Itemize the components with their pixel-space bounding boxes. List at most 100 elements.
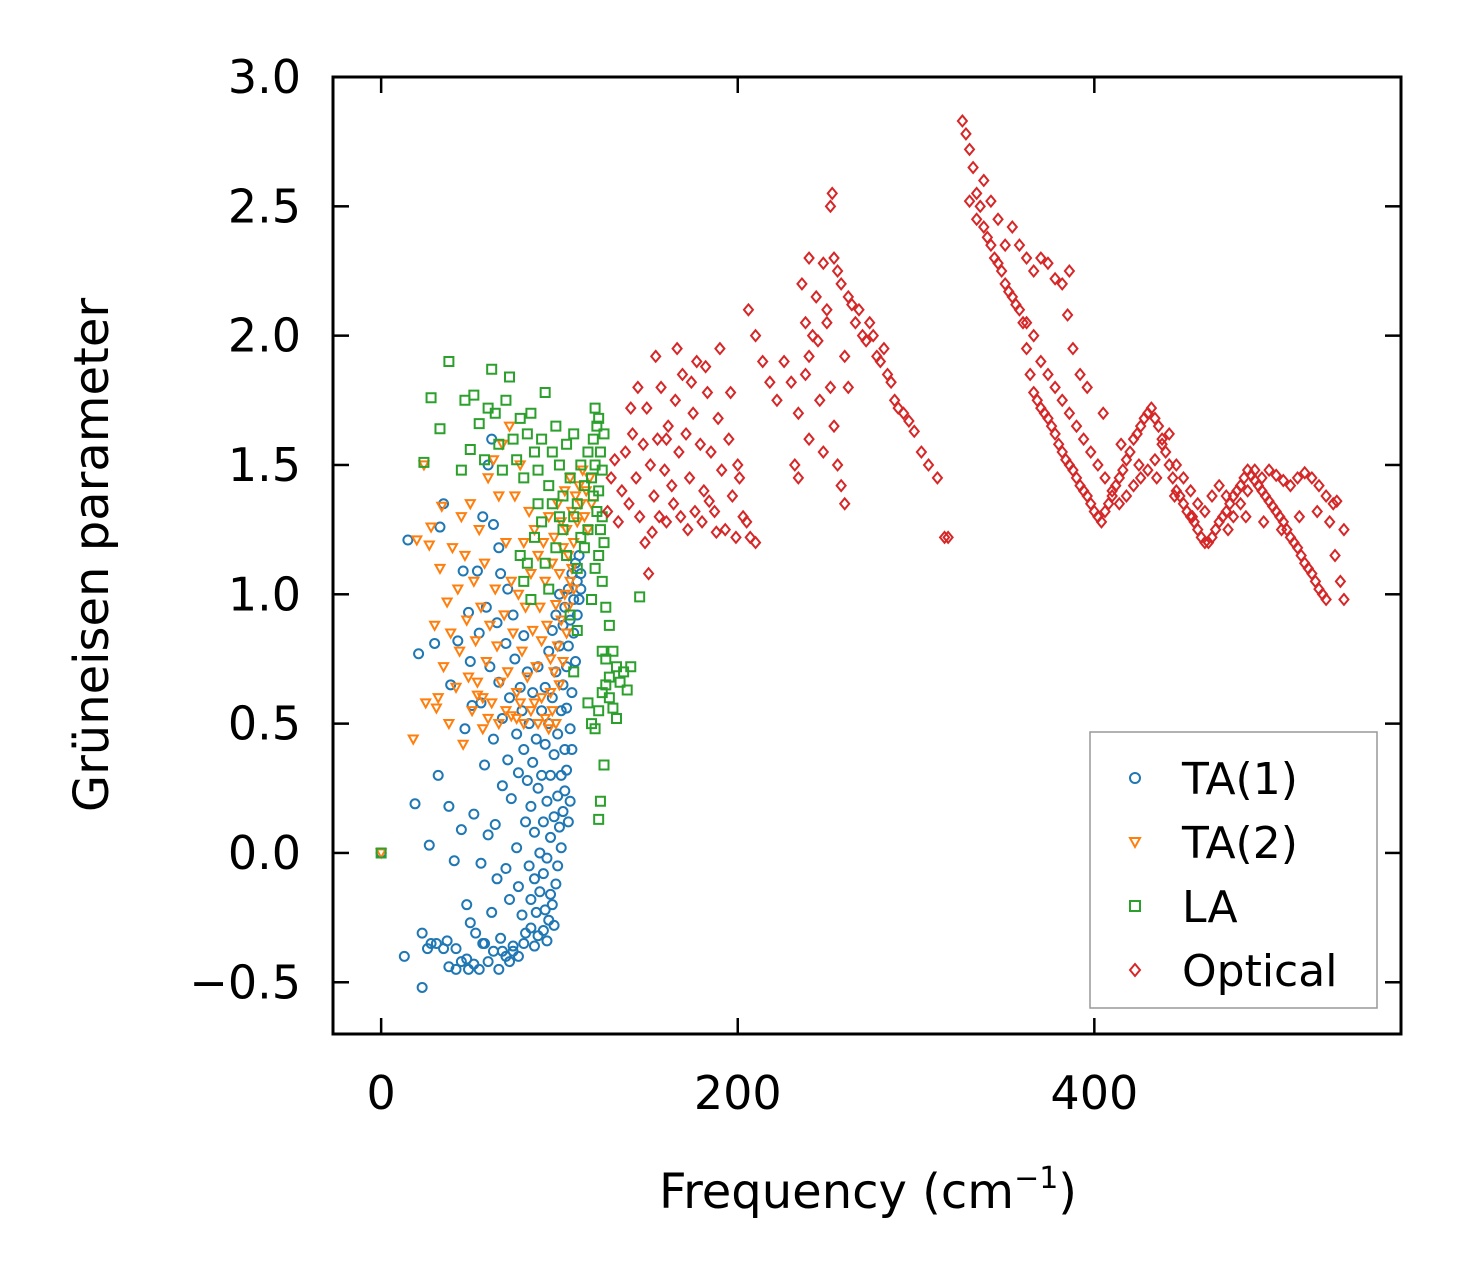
point-ta-1: [525, 894, 537, 906]
point-ta-1: [525, 800, 537, 812]
point-optical: [749, 328, 762, 343]
point-optical: [1293, 509, 1306, 524]
point-optical: [701, 385, 714, 400]
point-la: [543, 583, 555, 595]
point-optical: [680, 426, 692, 441]
point-optical: [1099, 470, 1111, 485]
point-ta-1: [527, 687, 539, 699]
point-ta-1: [530, 906, 542, 918]
point-optical: [1277, 473, 1290, 488]
point-optical: [673, 445, 685, 460]
point-ta-2: [558, 589, 571, 601]
point-optical: [1222, 522, 1234, 537]
point-ta-1: [502, 583, 514, 595]
point-optical: [1257, 514, 1270, 529]
point-ta-2: [437, 662, 450, 674]
x-axis-title-main: Frequency (cm: [659, 1164, 1014, 1220]
point-optical: [698, 483, 710, 498]
point-ta-2: [535, 693, 548, 705]
point-ta-1: [512, 767, 524, 779]
point-optical: [824, 380, 837, 395]
point-la: [507, 433, 519, 445]
point-optical: [867, 328, 880, 343]
point-ta-1: [536, 705, 548, 717]
point-ta-2: [528, 698, 541, 710]
point-ta-1: [545, 888, 557, 900]
point-ta-1: [487, 733, 499, 745]
legend-marker: [1128, 837, 1142, 850]
point-ta-1: [541, 795, 553, 807]
point-ta-1: [512, 881, 524, 893]
point-optical: [1095, 514, 1108, 529]
point-optical: [960, 126, 972, 141]
point-ta-1: [528, 826, 540, 838]
legend-label: Optical: [1182, 946, 1337, 997]
point-ta-1: [559, 785, 571, 797]
point-ta-1: [482, 956, 494, 968]
point-optical: [1168, 489, 1181, 503]
point-optical: [792, 406, 805, 421]
point-optical: [778, 354, 790, 369]
point-ta-1: [537, 868, 549, 880]
point-optical: [1275, 522, 1288, 537]
point-ta-1: [539, 681, 551, 693]
point-ta-1: [493, 963, 505, 975]
point-ta-1: [573, 593, 585, 605]
point-optical: [831, 264, 844, 278]
point-ta-2: [556, 656, 570, 669]
point-optical: [676, 367, 689, 382]
point-optical: [828, 251, 840, 266]
point-la: [591, 420, 603, 432]
point-optical: [838, 349, 851, 364]
point-ta-2: [562, 602, 575, 614]
point-optical: [1150, 470, 1163, 485]
y-axis-title: Grüneisen parameter: [64, 298, 120, 813]
point-ta-1: [487, 518, 499, 530]
x-tick-label: 400: [1050, 1066, 1138, 1120]
point-ta-2: [569, 491, 582, 503]
data-marks: [374, 114, 1350, 993]
point-la: [482, 402, 494, 414]
point-optical: [849, 315, 862, 330]
point-ta-2: [501, 667, 514, 679]
point-ta-2: [526, 625, 539, 638]
point-optical: [639, 535, 651, 550]
point-ta-1: [475, 857, 487, 869]
point-optical: [860, 333, 872, 348]
point-la: [521, 557, 533, 569]
plot-frame: [331, 75, 1403, 1036]
point-optical: [1240, 509, 1252, 524]
point-ta-2: [483, 620, 497, 632]
point-optical: [1199, 504, 1211, 519]
point-ta-1: [443, 800, 455, 812]
point-ta-2: [553, 569, 566, 581]
point-ta-2: [407, 734, 420, 746]
point-optical: [967, 160, 979, 175]
point-ta-1: [528, 873, 540, 885]
point-optical: [1049, 380, 1061, 395]
point-optical: [726, 489, 739, 503]
point-optical: [1056, 393, 1069, 408]
point-optical: [1070, 419, 1083, 434]
point-optical: [1270, 468, 1282, 483]
point-la: [589, 402, 601, 414]
point-optical: [1338, 522, 1350, 537]
point-optical: [630, 470, 642, 485]
point-ta-2: [481, 713, 495, 726]
point-ta-2: [467, 576, 481, 588]
point-optical: [796, 276, 808, 291]
point-la: [528, 531, 540, 543]
point-ta-2: [469, 636, 482, 648]
point-optical: [1327, 496, 1340, 511]
point-ta-2: [478, 558, 491, 570]
point-optical: [655, 380, 667, 395]
x-tick-label: 0: [366, 1066, 395, 1120]
point-ta-2: [417, 460, 431, 472]
point-optical: [942, 530, 954, 545]
point-ta-1: [552, 728, 564, 740]
point-ta-1: [438, 943, 450, 955]
point-ta-1: [512, 950, 524, 962]
point-optical: [723, 432, 735, 447]
point-la: [528, 446, 540, 458]
point-ta-2: [428, 620, 441, 632]
